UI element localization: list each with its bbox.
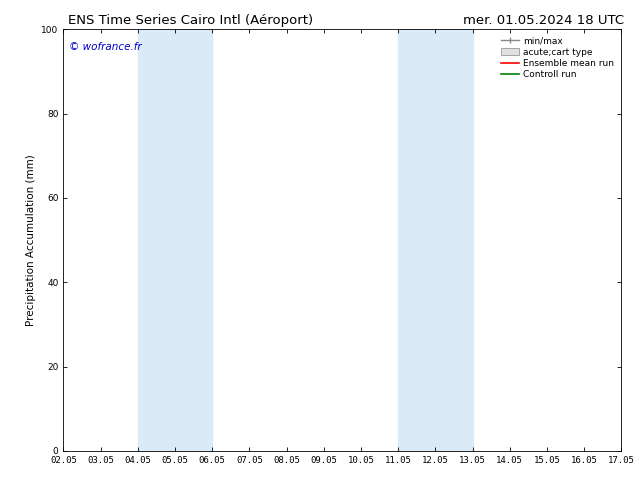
Text: © wofrance.fr: © wofrance.fr [69, 42, 141, 52]
Text: mer. 01.05.2024 18 UTC: mer. 01.05.2024 18 UTC [463, 14, 624, 27]
Text: ENS Time Series Cairo Intl (Aéroport): ENS Time Series Cairo Intl (Aéroport) [68, 14, 313, 27]
Y-axis label: Precipitation Accumulation (mm): Precipitation Accumulation (mm) [26, 154, 36, 326]
Bar [138, 29, 212, 451]
Legend: min/max, acute;cart type, Ensemble mean run, Controll run: min/max, acute;cart type, Ensemble mean … [499, 34, 617, 82]
Bar [398, 29, 472, 451]
